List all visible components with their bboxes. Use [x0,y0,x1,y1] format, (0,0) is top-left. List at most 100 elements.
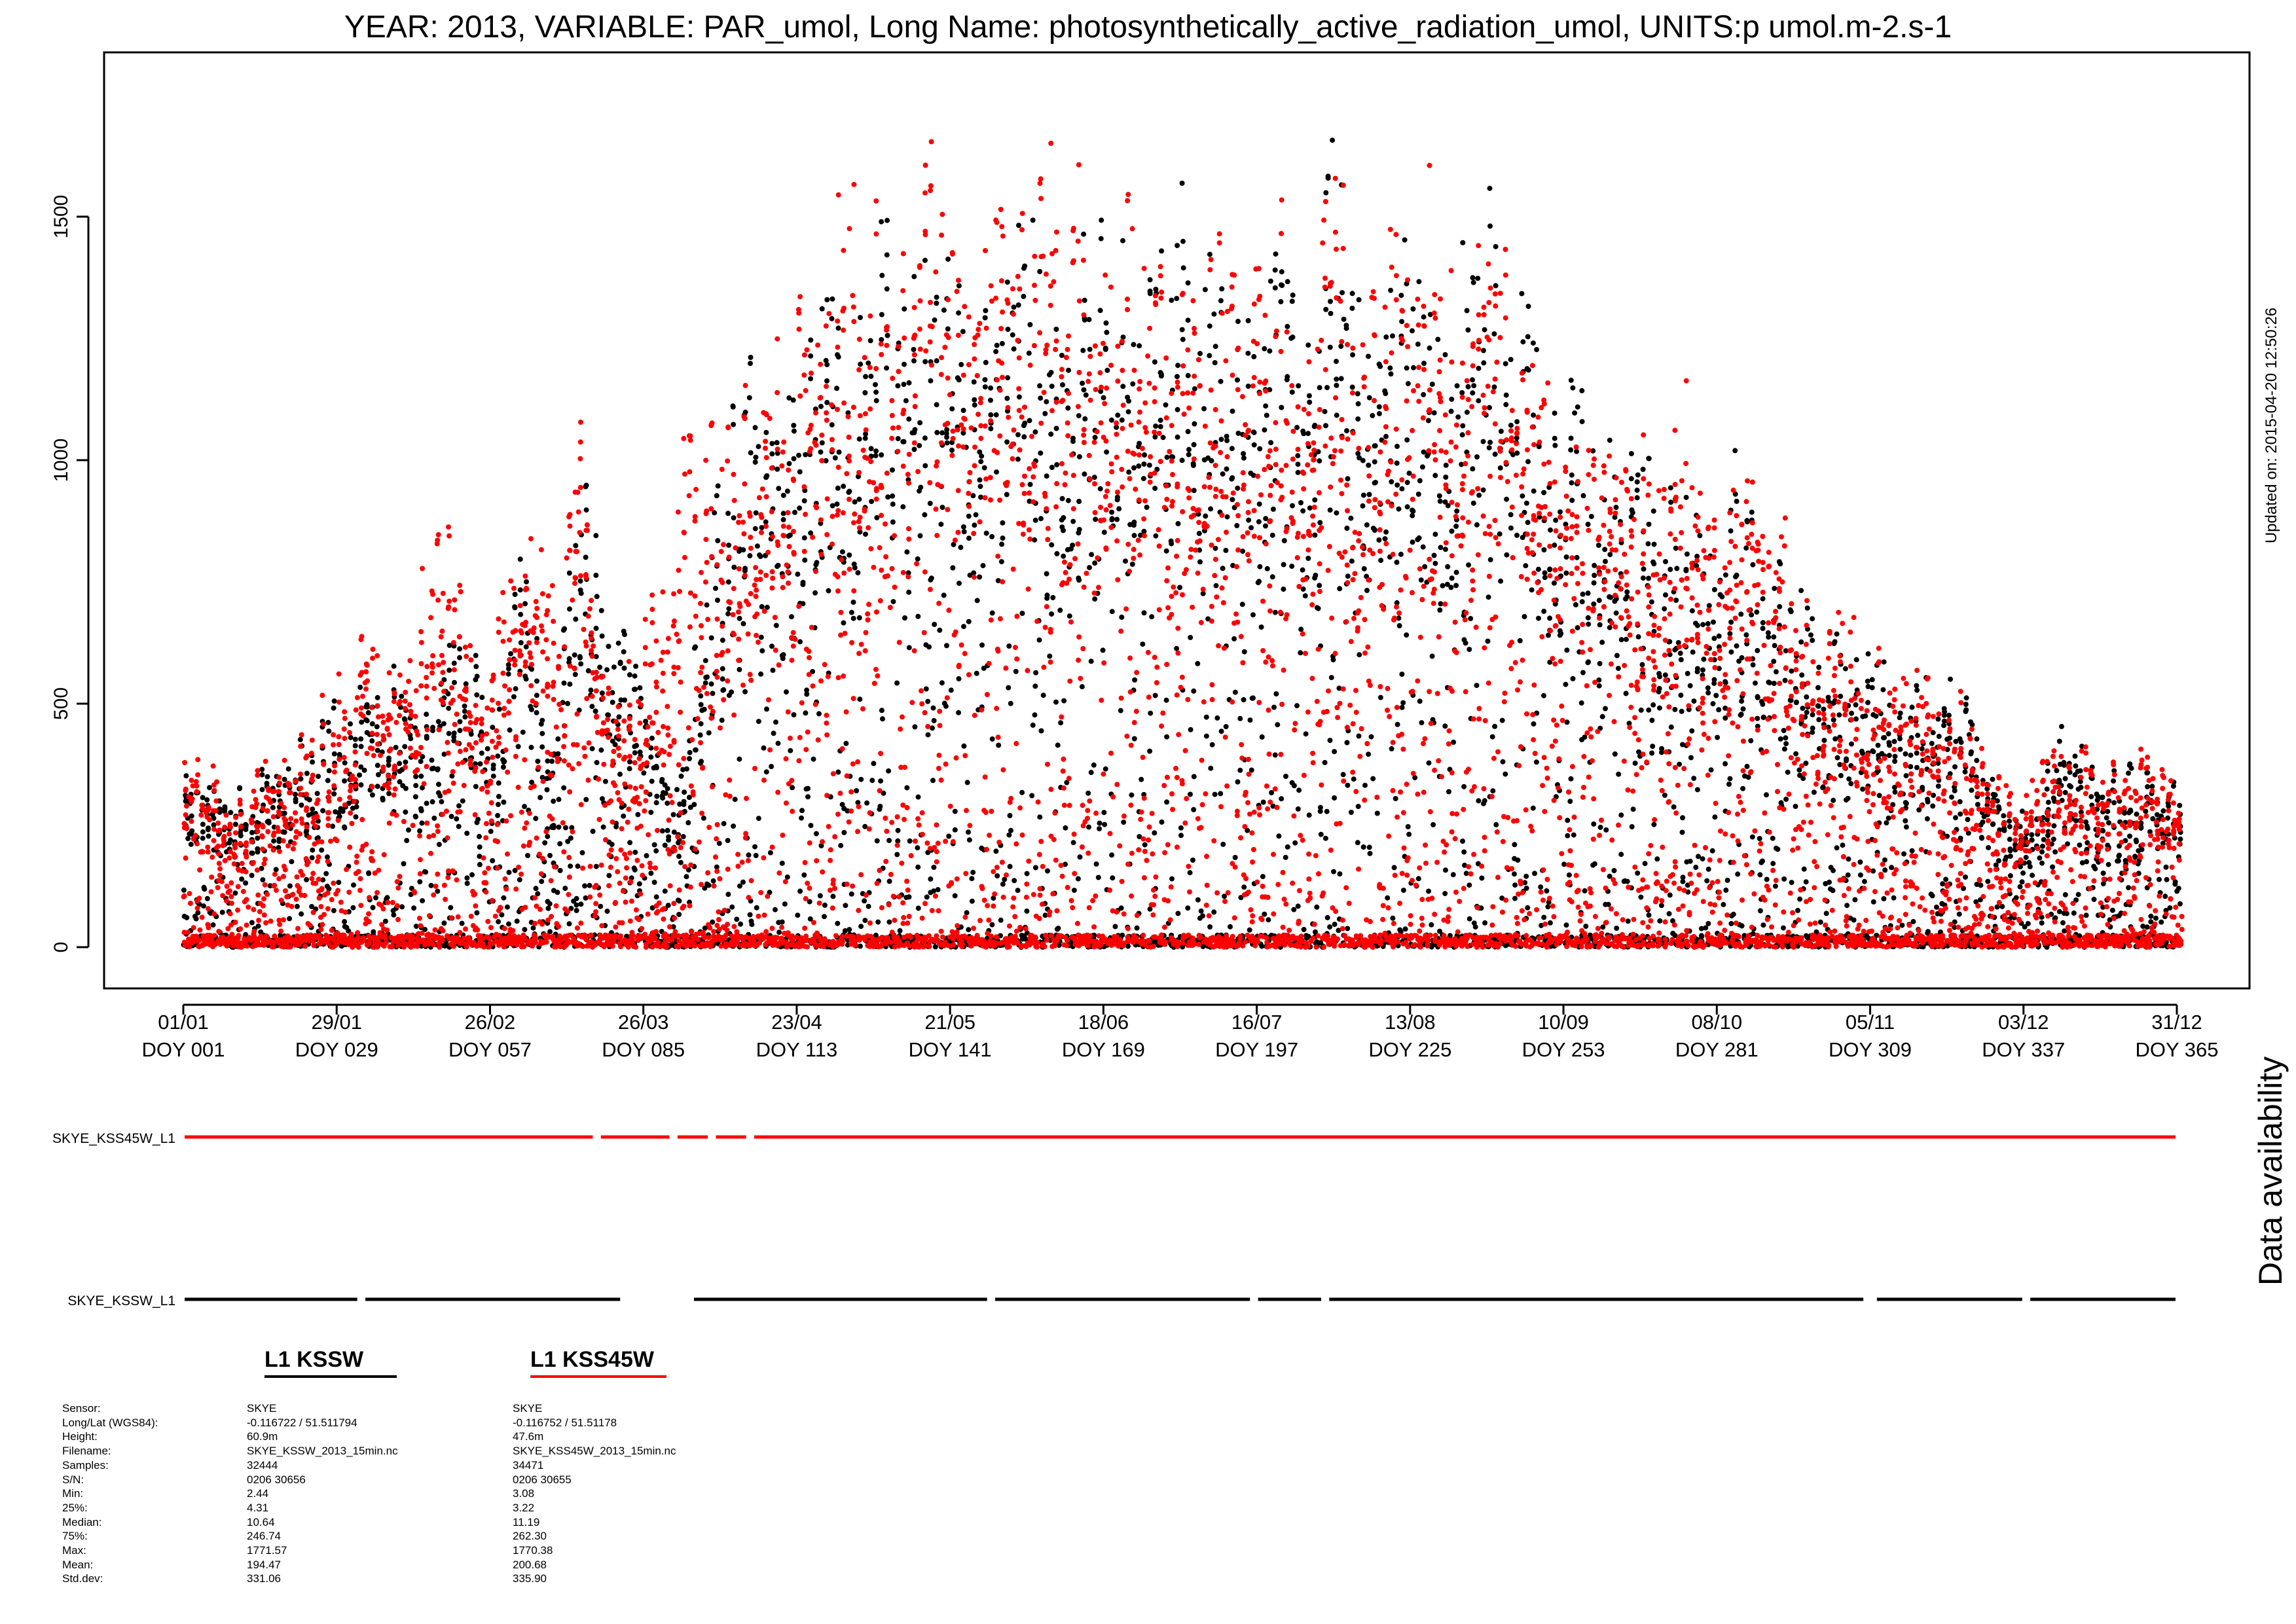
data-point [731,564,737,570]
data-point [1395,943,1401,948]
data-point [1337,586,1343,592]
data-point [654,765,659,770]
data-point [1097,308,1103,314]
data-point [994,469,999,475]
data-point [1431,410,1437,416]
data-point [1294,703,1300,709]
data-point [1267,278,1273,284]
data-point [632,867,638,873]
data-point [1613,610,1619,616]
data-point [1738,712,1744,717]
data-point [1870,868,1876,874]
data-point [823,458,829,463]
data-point [649,735,655,741]
data-point [418,773,424,779]
data-point [1108,417,1114,423]
data-point [1492,723,1498,729]
data-point [1832,639,1838,645]
data-point [915,845,920,851]
data-point [474,674,480,679]
data-point [1356,297,1362,302]
data-point [879,336,884,342]
data-point [565,839,571,844]
data-point [1533,759,1539,765]
data-point [875,919,881,925]
data-point [1597,660,1603,666]
data-point [1965,817,1971,822]
data-point [1169,297,1175,303]
data-point [1323,423,1328,429]
data-point [740,879,746,885]
data-point [788,748,793,753]
data-point [599,633,605,639]
data-point [1815,703,1821,709]
data-point [1178,833,1184,839]
data-point [1053,327,1059,332]
data-point [952,827,958,833]
data-point [316,818,321,824]
data-point [1700,667,1705,673]
data-point [1149,614,1155,620]
x-tick-doy-label: DOY 309 [1829,1038,1912,1061]
data-point [732,797,738,803]
data-point [282,776,287,782]
data-point [1892,753,1898,759]
data-point [243,880,249,886]
data-point [966,513,972,519]
data-point [2111,800,2117,806]
data-point [1174,296,1180,301]
data-point [1740,785,1746,791]
data-point [890,599,896,605]
data-point [802,557,808,563]
data-point [952,893,958,899]
data-point [342,919,348,924]
data-point [752,460,758,465]
data-point [1579,419,1585,425]
data-point [1175,521,1181,526]
data-point [1607,552,1613,558]
data-point [960,430,966,436]
data-point [966,619,972,624]
data-point [1722,572,1728,578]
data-point [505,666,511,672]
data-point [651,842,657,848]
data-point [1603,558,1608,564]
data-point [336,810,342,816]
data-point [1612,751,1618,757]
data-point [1192,386,1197,391]
data-point [506,869,512,875]
data-point [515,744,521,749]
data-point [1531,412,1537,418]
data-point [1996,806,2002,812]
data-point [906,589,912,595]
data-point [835,485,841,491]
data-point [1429,653,1435,659]
data-point [1459,390,1465,395]
data-point [1330,137,1336,143]
data-point [454,816,460,821]
data-point [665,801,670,806]
data-point [1250,429,1256,435]
data-point [1323,190,1329,196]
data-point [1432,473,1438,478]
data-point [937,627,943,633]
data-point [1450,872,1456,878]
data-point [2100,828,2106,834]
data-point [1237,767,1243,773]
data-point [659,779,665,785]
data-point [479,750,484,756]
data-point [879,708,884,713]
data-point [2056,738,2062,744]
data-point [1673,598,1679,603]
data-point [1411,365,1416,370]
data-point [1666,911,1672,916]
data-point [1479,875,1485,881]
data-point [1180,336,1186,342]
data-point [2084,859,2089,865]
data-point [547,901,553,907]
data-point [1442,723,1448,729]
data-point [1486,445,1492,451]
data-point [2077,842,2083,848]
data-point [227,840,232,846]
data-point [790,785,795,791]
